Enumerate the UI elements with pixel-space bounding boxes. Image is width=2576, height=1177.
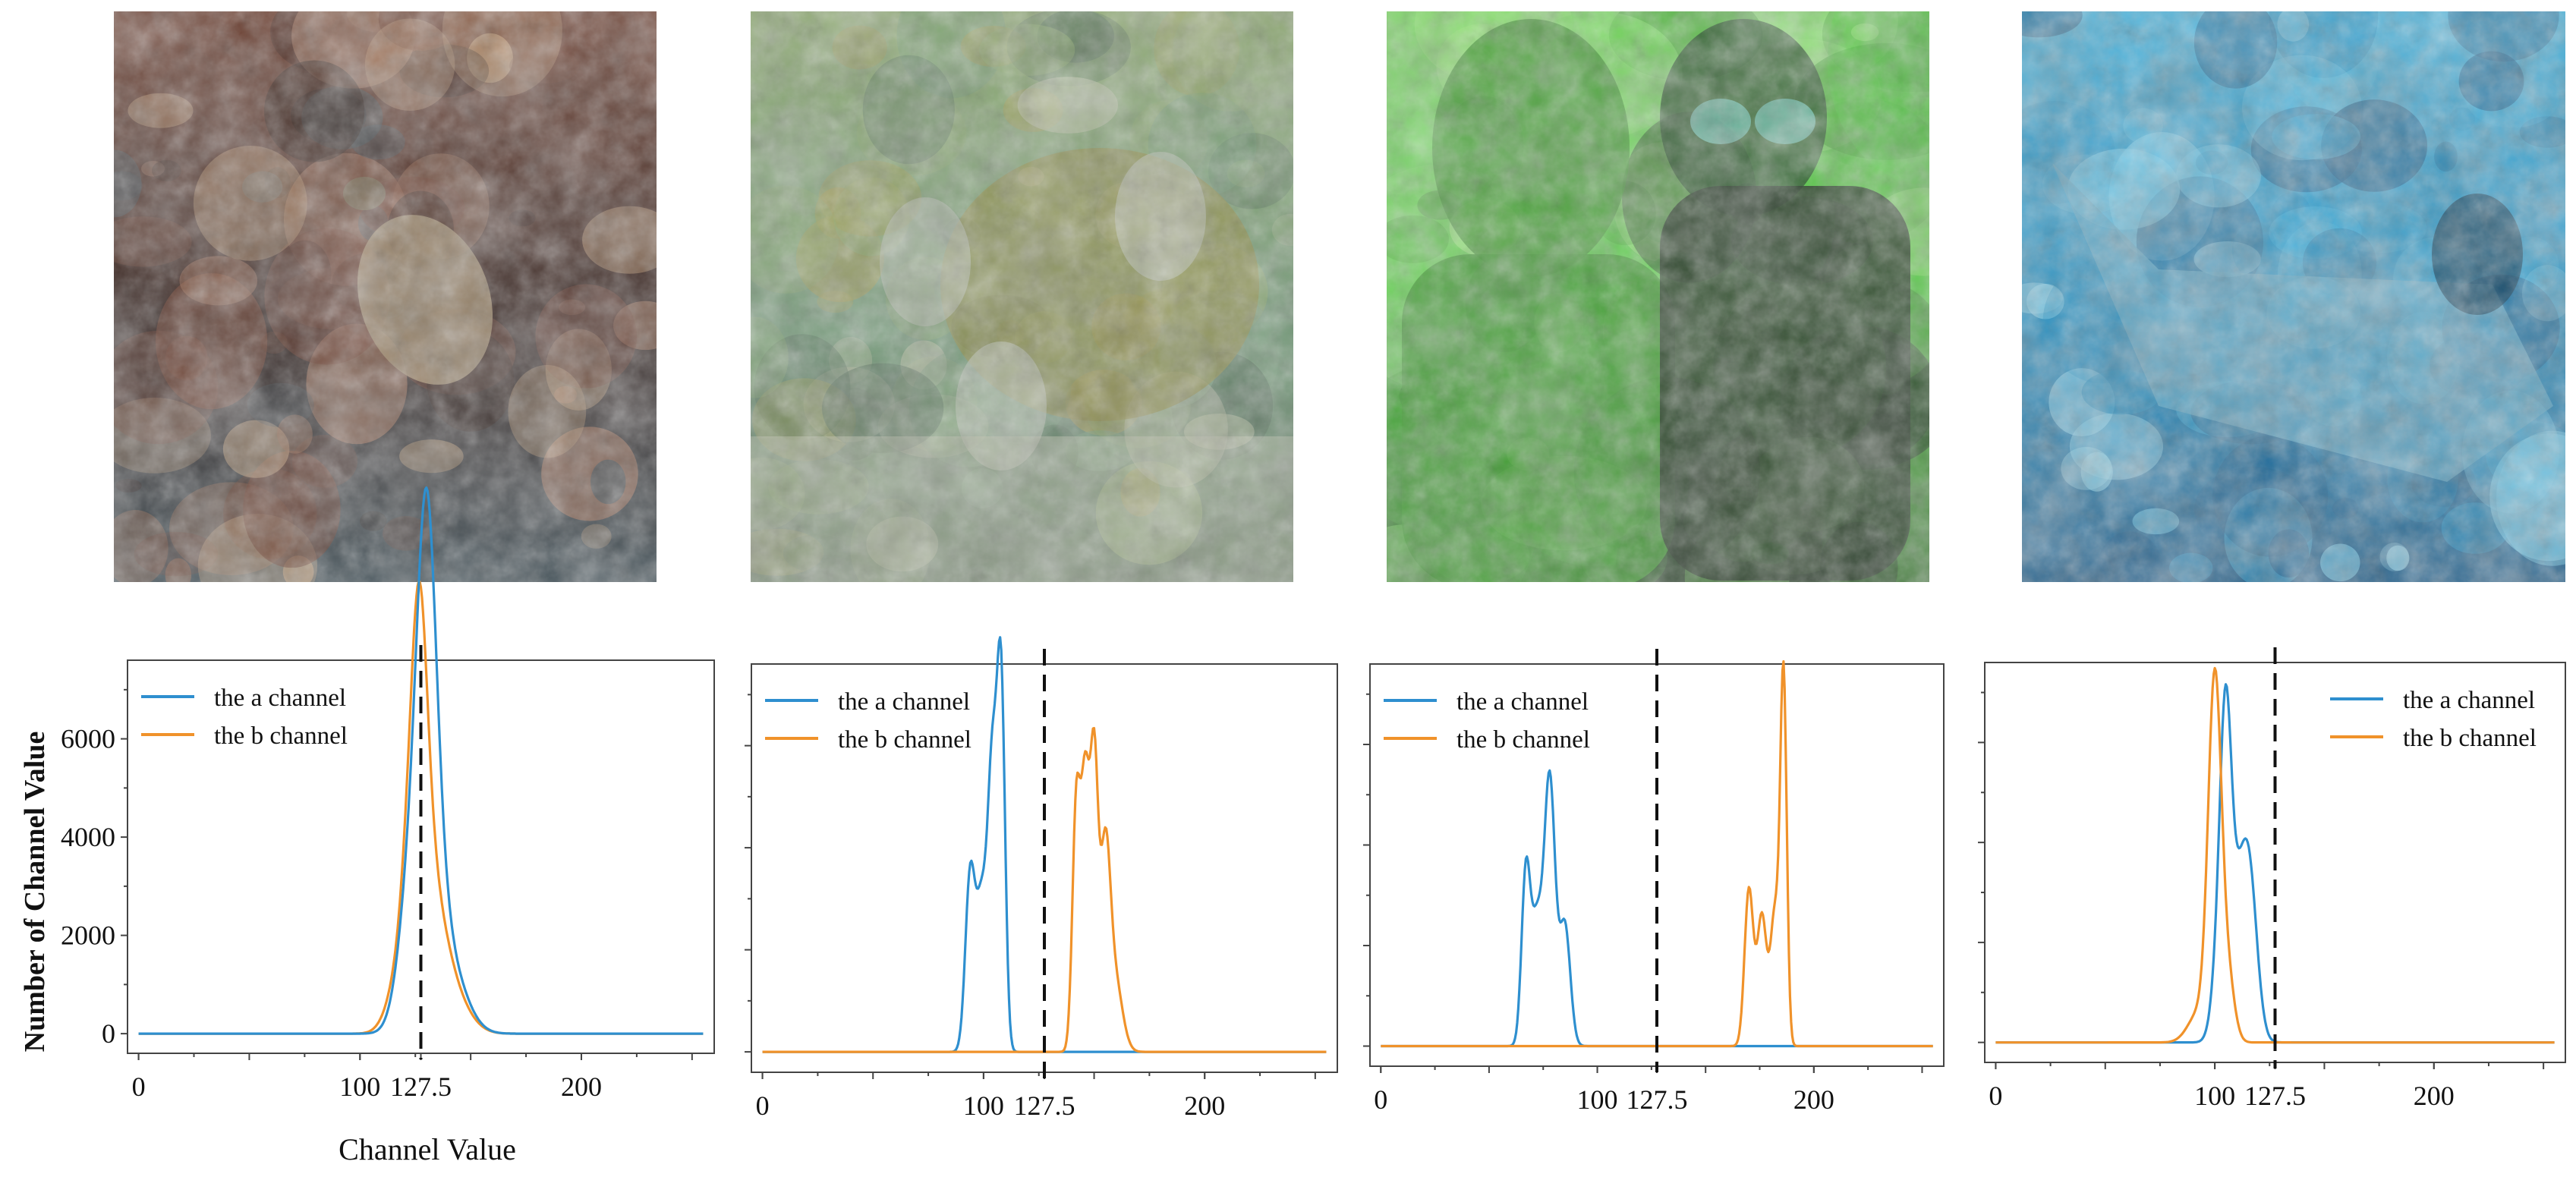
photo-green-statue-diver bbox=[1387, 11, 1929, 582]
legend-label-a: the a channel bbox=[1456, 688, 1589, 716]
x-tick-label: 200 bbox=[1184, 1090, 1225, 1121]
legend-label-b: the b channel bbox=[2403, 725, 2537, 752]
legend-label-a: the a channel bbox=[2403, 687, 2535, 714]
x-tick-label: 0 bbox=[132, 1072, 146, 1102]
photo-blue-wreck bbox=[2022, 11, 2565, 582]
legend-label-a: the a channel bbox=[838, 688, 970, 716]
legend-label-b: the b channel bbox=[838, 726, 972, 754]
x-axis-label: Channel Value bbox=[339, 1132, 516, 1166]
x-tick-label: 0 bbox=[756, 1090, 770, 1121]
y-tick-label: 6000 bbox=[61, 724, 115, 754]
legend-label-b: the b channel bbox=[1456, 726, 1590, 754]
legend-label-a: the a channel bbox=[214, 684, 346, 712]
x-tick-label: 100 bbox=[963, 1090, 1004, 1121]
x-tick-label: 127.5 bbox=[2244, 1081, 2306, 1111]
x-tick-label: 100 bbox=[339, 1072, 380, 1102]
photo-row bbox=[114, 11, 2565, 582]
x-tick-label: 100 bbox=[2194, 1081, 2235, 1111]
chart-3: 0 100 127.5 200 the a channel the b channel bbox=[1363, 649, 1945, 1115]
y-tick-label: 2000 bbox=[61, 921, 115, 951]
x-tick-label: 100 bbox=[1577, 1084, 1618, 1115]
x-tick-label: 127.5 bbox=[1014, 1090, 1075, 1121]
chart-2: 0 100 127.5 200 the a channel the b channel bbox=[745, 636, 1338, 1121]
legend-label-b: the b channel bbox=[214, 722, 348, 750]
x-tick-label: 200 bbox=[1793, 1084, 1834, 1115]
y-axis-label: Number of Channel Value bbox=[19, 732, 51, 1053]
photo-green-reef-fish bbox=[751, 11, 1293, 582]
series-line-a bbox=[138, 486, 704, 1035]
x-tick-label: 200 bbox=[2414, 1081, 2455, 1111]
chart-4: 0 100 127.5 200 the a channel the b channel bbox=[1978, 647, 2566, 1111]
x-tick-label: 0 bbox=[1989, 1081, 2002, 1111]
photo-turtle-reef bbox=[114, 11, 657, 582]
x-tick-label: 200 bbox=[561, 1072, 602, 1102]
x-tick-label: 127.5 bbox=[1627, 1084, 1688, 1115]
y-tick-label: 0 bbox=[102, 1018, 115, 1049]
x-tick-label: 0 bbox=[1374, 1084, 1387, 1115]
x-tick-label: 127.5 bbox=[390, 1072, 452, 1102]
y-tick-label: 4000 bbox=[61, 822, 115, 852]
